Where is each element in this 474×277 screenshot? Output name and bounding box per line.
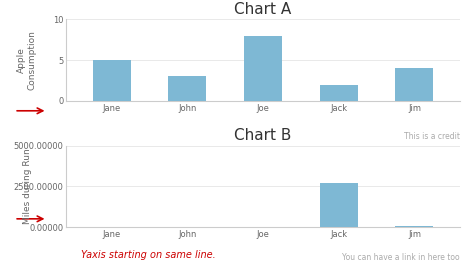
Bar [320,183,358,227]
Bar [93,60,131,101]
Title: Chart B: Chart B [234,128,292,143]
Bar [395,226,433,227]
Bar [395,68,433,101]
Text: This is a credit: This is a credit [404,132,460,140]
Bar [244,36,282,101]
Title: Chart A: Chart A [235,2,292,17]
Y-axis label: Miles during Run: Miles during Run [23,148,31,224]
Y-axis label: Apple
Consumption: Apple Consumption [18,30,36,90]
Text: You can have a link in here too: You can have a link in here too [342,253,460,262]
Bar [320,84,358,101]
Bar [168,76,206,101]
Text: Yaxis starting on same line.: Yaxis starting on same line. [81,250,215,260]
